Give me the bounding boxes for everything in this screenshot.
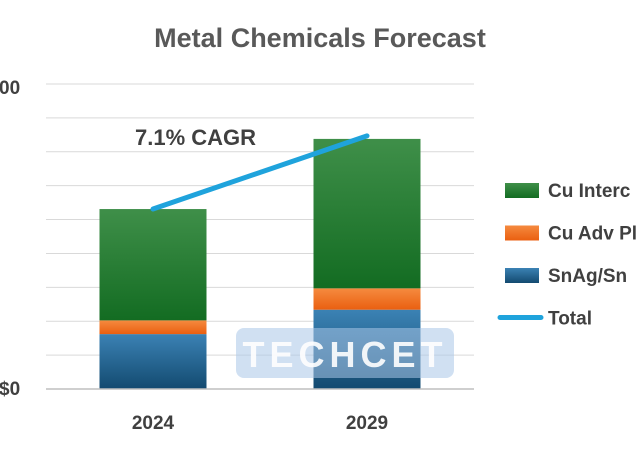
cagr-annotation: 7.1% CAGR: [135, 125, 256, 150]
x-tick-label: 2024: [132, 413, 175, 434]
legend-marker-cu_adv_pkg: [505, 225, 539, 241]
legend-marker-snag_sn: [505, 268, 539, 283]
x-tick-labels: 2024 2029: [132, 413, 388, 434]
watermark-logo: TECHCET: [236, 328, 454, 378]
bar-cu_adv_pkg-2029: [313, 288, 421, 310]
total-line-layer: [150, 133, 370, 212]
legend-label: Cu Adv Pl: [548, 224, 637, 245]
chart-title: Metal Chemicals Forecast: [154, 23, 486, 53]
bars: [99, 138, 421, 389]
y-tick-label-zero: $0: [0, 379, 20, 400]
legend-marker-cu_interconnect: [505, 183, 539, 198]
bar-cu_interconnect-2024: [99, 209, 207, 321]
legend: Cu Interc Cu Adv Pl SnAg/Sn Total: [497, 181, 637, 330]
bar-snag_sn-2024: [99, 334, 207, 389]
legend-label: SnAg/Sn: [548, 266, 627, 287]
y-tick-label-top: 00: [0, 78, 20, 99]
watermark-text: TECHCET: [243, 334, 448, 375]
legend-label: Total: [548, 309, 592, 330]
bar-cu_interconnect-2029: [313, 138, 421, 289]
bar-cu_adv_pkg-2024: [99, 320, 207, 335]
total-line: [150, 133, 370, 212]
x-tick-label: 2029: [346, 413, 388, 434]
legend-label: Cu Interc: [548, 181, 631, 202]
